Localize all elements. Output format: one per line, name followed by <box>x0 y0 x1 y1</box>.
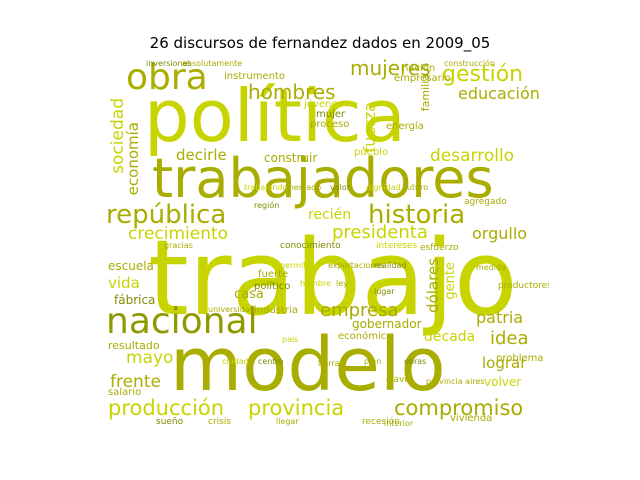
cloud-word-provincia-aires: gracias <box>164 241 193 250</box>
cloud-word-industria: industria <box>254 305 298 316</box>
chart-title: 26 discursos de fernandez dados en 2009_… <box>149 34 491 52</box>
cloud-word-salario: salario <box>108 387 142 398</box>
cloud-word-agregado: medida <box>476 263 506 272</box>
cloud-word-obra: obra <box>126 58 208 98</box>
cloud-word-recesion: sueño <box>156 417 184 427</box>
cloud-word-filler: lugar <box>374 287 395 296</box>
cloud-word-llegar: agregado <box>464 197 507 207</box>
cloud-word-conocimiento: interior <box>384 419 414 428</box>
cloud-word-filler: país <box>282 335 299 344</box>
cloud-word-filler: trabajando <box>244 183 288 192</box>
cloud-word-filler: tierra <box>318 359 340 368</box>
cloud-word-politica: política <box>144 74 406 158</box>
cloud-word-frente: frente <box>110 372 161 392</box>
cloud-word-fuerte: político <box>254 281 291 292</box>
cloud-word-provincia: provincia <box>248 396 345 420</box>
cloud-word-filler: hombre <box>300 279 331 288</box>
cloud-word-nacion: nación <box>402 63 436 74</box>
cloud-word-interior: llegar <box>276 417 299 426</box>
cloud-word-resultado: resultado <box>108 339 160 352</box>
cloud-word-mujer: mujer <box>316 109 346 120</box>
cloud-word-produccion: producción <box>108 396 225 420</box>
cloud-word-problema: problema <box>496 353 544 364</box>
cloud-word-desarrollo: desarrollo <box>430 146 515 166</box>
cloud-word-filler: exportaciones <box>328 261 385 270</box>
cloud-word-filler: permitido <box>280 261 319 270</box>
cloud-word-vida: vida <box>108 274 140 292</box>
cloud-word-recien: recién <box>308 207 352 223</box>
cloud-word-filler: dignidad <box>366 183 401 192</box>
cloud-word-mayo: mayo <box>126 348 174 368</box>
cloud-word-filler: obras <box>404 357 427 366</box>
cloud-word-inversiones: inversiones <box>146 59 192 68</box>
cloud-word-clave: fuerte <box>258 269 289 280</box>
cloud-word-hombres: hombres <box>248 80 336 104</box>
cloud-word-educacion: educación <box>458 84 540 103</box>
cloud-word-empresario: empresario <box>394 73 451 84</box>
cloud-word-modelo: modelo <box>170 322 446 408</box>
cloud-word-fabrica: fábrica <box>114 293 156 307</box>
cloud-word-esfuerzo: intereses <box>376 241 418 251</box>
cloud-word-intereses: conocimiento <box>280 241 341 251</box>
cloud-word-trabajadores: trabajadores <box>152 147 494 210</box>
cloud-word-gobernador: gobernador <box>352 317 422 331</box>
cloud-word-decirle: decirle <box>176 146 227 164</box>
cloud-word-productores: esfuerzo <box>420 243 459 253</box>
cloud-word-absolutamente: absolutamente <box>182 59 243 68</box>
cloud-word-vivienda: crisis <box>208 417 232 427</box>
cloud-word-patria: patria <box>476 308 524 327</box>
cloud-word-economia: economía <box>124 122 142 196</box>
cloud-word-filler: plan <box>364 357 382 366</box>
cloud-word-historia: historia <box>368 200 466 230</box>
cloud-word-crecimiento: crecimiento <box>128 224 229 244</box>
cloud-word-jovenes: jóvenes <box>304 99 343 110</box>
cloud-word-politico: económico <box>338 331 393 342</box>
cloud-word-construir: construir <box>264 151 318 165</box>
cloud-word-republica: república <box>106 200 227 230</box>
cloud-word-dolares: dólares <box>424 258 442 313</box>
cloud-word-filler: futuro <box>404 183 429 192</box>
cloud-word-empresa: empresa <box>320 300 399 321</box>
cloud-word-escuela: escuela <box>108 259 154 273</box>
cloud-word-filler: región <box>254 201 280 210</box>
cloud-word-pueblo: pueblo <box>354 147 389 158</box>
cloud-word-decada: década <box>424 329 476 345</box>
cloud-word-filler: realidad <box>374 261 407 270</box>
cloud-word-construccion: construcción <box>444 59 496 68</box>
cloud-word-filler: mercado <box>286 183 322 192</box>
cloud-word-gestion: gestión <box>442 62 524 87</box>
cloud-word-familia: clave <box>386 375 410 385</box>
cloud-word-fuerza: fuerza <box>360 102 379 153</box>
cloud-word-filler: centro <box>258 357 284 366</box>
cloud-word-orgullo: orgullo <box>472 224 528 243</box>
cloud-word-filler: valor <box>330 183 351 192</box>
cloud-word-nacional: nacional <box>106 301 258 342</box>
cloud-word-gente: gente <box>443 262 458 300</box>
cloud-word-instrumento: instrumento <box>224 71 285 82</box>
cloud-word-filler: ciudad <box>222 357 249 366</box>
cloud-word-economico: vivienda <box>450 413 493 424</box>
cloud-word-energia: energía <box>386 121 424 132</box>
cloud-word-filler: ley <box>336 279 348 288</box>
cloud-word-mujeres: mujeres <box>350 58 431 80</box>
cloud-word-proceso: proceso <box>310 119 350 130</box>
cloud-word-idea: idea <box>490 328 529 349</box>
cloud-word-crisis: recesión <box>362 417 400 427</box>
cloud-word-compromiso: compromiso <box>394 396 524 420</box>
cloud-word-casa: casa <box>234 287 264 302</box>
cloud-word-volver: volver <box>484 375 522 389</box>
cloud-word-sueno: productores <box>498 281 549 291</box>
cloud-word-medida: universidad <box>208 305 255 314</box>
cloud-word-universidad: provincia aires <box>426 377 485 386</box>
cloud-word-trabajo: trabajo <box>148 217 518 339</box>
cloud-word-lograr: lograr <box>482 354 527 372</box>
cloud-word-presidenta: presidenta <box>332 222 428 243</box>
word-cloud: trabajo modelo política trabajadores nac… <box>104 58 549 430</box>
